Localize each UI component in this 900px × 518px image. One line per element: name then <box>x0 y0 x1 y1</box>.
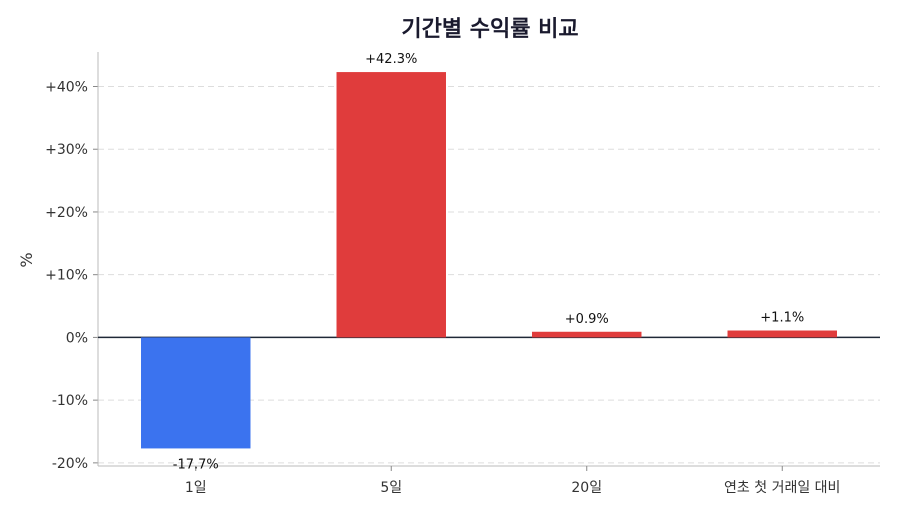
data-label: +1.1% <box>760 311 804 326</box>
data-labels: -17.7% +42.3% +0.9% +1.1% <box>173 52 804 472</box>
bars <box>141 72 837 449</box>
bar <box>336 72 446 338</box>
y-tick-label: +10% <box>45 268 88 284</box>
bar <box>727 330 837 338</box>
data-label: +42.3% <box>365 52 417 67</box>
x-tick-label: 5일 <box>380 480 402 496</box>
y-tick-label: -10% <box>52 393 88 409</box>
data-label: -17.7% <box>173 457 219 472</box>
x-tick-label: 1일 <box>185 480 207 496</box>
chart-title: 기간별 수익률 비교 <box>401 17 578 42</box>
bar <box>141 337 251 449</box>
x-tick-label: 연초 첫 거래일 대비 <box>724 480 840 496</box>
y-tick-label: +20% <box>45 205 88 221</box>
data-label: +0.9% <box>565 312 609 327</box>
tick-labels: -20% -10% 0% +10% +20% +30% +40% 1일 5일 20일 연초 첫 거래… <box>45 80 840 497</box>
x-tick-label: 20일 <box>571 480 602 496</box>
y-tick-label: +40% <box>45 80 88 96</box>
y-tick-label: -20% <box>52 456 88 472</box>
y-tick-label: +30% <box>45 142 88 158</box>
y-tick-label: 0% <box>66 330 88 346</box>
y-axis-label: % <box>17 252 36 267</box>
bar <box>532 331 642 338</box>
